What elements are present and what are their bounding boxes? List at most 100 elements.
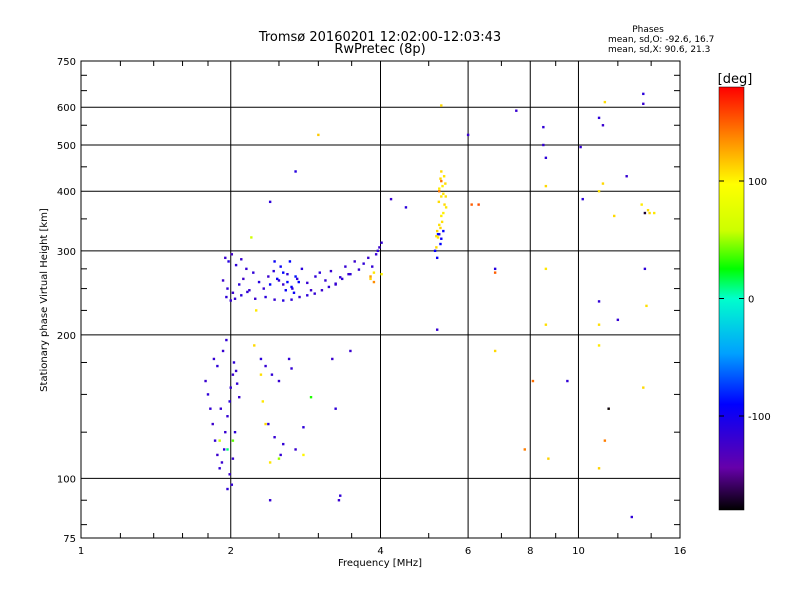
data-point xyxy=(302,426,305,429)
data-point xyxy=(404,206,408,209)
data-point xyxy=(371,265,374,268)
data-point xyxy=(603,100,607,104)
x-tick-label: 6 xyxy=(465,546,471,557)
x-tick-label: 4 xyxy=(377,546,383,557)
data-point xyxy=(264,422,267,426)
data-point xyxy=(613,214,616,218)
data-point xyxy=(290,298,293,301)
data-point xyxy=(242,277,245,281)
data-point xyxy=(294,448,297,451)
data-point xyxy=(603,439,607,442)
colorbar-tick-label: -100 xyxy=(748,412,771,423)
data-point xyxy=(221,279,225,282)
data-point xyxy=(597,467,601,470)
data-point xyxy=(597,116,601,120)
data-point xyxy=(466,133,470,137)
data-point xyxy=(221,349,225,353)
data-point xyxy=(597,190,601,193)
x-tick-label: 10 xyxy=(572,546,585,557)
data-point xyxy=(284,289,287,292)
data-point xyxy=(443,203,446,206)
data-point xyxy=(438,187,441,190)
data-point xyxy=(228,473,231,476)
data-point xyxy=(344,265,347,268)
data-point xyxy=(309,289,313,292)
data-point xyxy=(581,197,584,201)
data-point xyxy=(630,515,633,519)
data-point xyxy=(643,267,647,271)
data-point xyxy=(317,133,320,137)
data-point xyxy=(231,291,235,294)
data-point xyxy=(206,393,210,396)
data-point xyxy=(228,400,231,403)
data-point xyxy=(268,461,272,464)
data-point xyxy=(435,246,438,249)
data-point xyxy=(372,280,376,284)
data-point xyxy=(292,291,296,294)
data-point xyxy=(306,294,309,297)
data-point xyxy=(435,234,438,238)
data-point xyxy=(645,304,648,308)
data-point xyxy=(324,279,327,282)
data-point xyxy=(246,290,249,294)
data-point xyxy=(282,271,285,274)
data-point xyxy=(642,92,645,96)
y-tick-label: 400 xyxy=(57,187,76,198)
data-point xyxy=(439,242,442,246)
data-point xyxy=(435,256,439,260)
colorbar-tick-label: 100 xyxy=(748,177,767,188)
data-point xyxy=(224,256,227,260)
data-point xyxy=(245,267,248,271)
data-point xyxy=(440,179,443,183)
data-point xyxy=(254,297,257,300)
data-point xyxy=(436,233,440,236)
data-point xyxy=(640,203,643,206)
data-point xyxy=(349,272,352,276)
data-point xyxy=(438,190,441,193)
data-point xyxy=(542,143,545,147)
data-point xyxy=(287,357,291,361)
data-point xyxy=(477,203,480,206)
data-point xyxy=(204,379,207,383)
data-point xyxy=(238,395,241,399)
data-point xyxy=(286,272,289,276)
data-point xyxy=(213,439,217,442)
data-point xyxy=(334,282,337,285)
data-point xyxy=(547,457,550,460)
data-point xyxy=(601,182,605,185)
data-point xyxy=(229,386,232,389)
data-point xyxy=(282,283,285,286)
data-point xyxy=(440,220,444,224)
data-point xyxy=(544,267,548,271)
data-point xyxy=(544,323,548,326)
data-point xyxy=(438,233,441,236)
data-point xyxy=(362,262,365,265)
data-point xyxy=(272,269,275,273)
data-point xyxy=(257,280,261,284)
data-point xyxy=(262,287,265,290)
data-point xyxy=(268,499,272,502)
data-point xyxy=(276,277,279,281)
grid xyxy=(81,61,680,538)
data-point xyxy=(254,309,258,312)
data-point xyxy=(297,280,300,284)
data-point xyxy=(235,382,239,385)
data-point xyxy=(220,461,224,464)
data-point xyxy=(250,236,253,239)
data-point xyxy=(306,281,309,285)
data-point xyxy=(282,299,285,302)
data-point xyxy=(234,369,238,373)
data-point xyxy=(442,192,445,196)
data-point xyxy=(226,448,229,451)
data-point xyxy=(259,357,263,361)
data-point xyxy=(442,229,445,233)
data-point xyxy=(211,422,214,426)
data-point xyxy=(372,271,376,274)
y-tick-label: 600 xyxy=(57,103,76,114)
data-point xyxy=(226,415,229,418)
data-point xyxy=(444,195,447,198)
data-point xyxy=(601,124,605,127)
data-point xyxy=(238,283,241,286)
data-point xyxy=(224,430,227,434)
data-point xyxy=(216,364,219,368)
